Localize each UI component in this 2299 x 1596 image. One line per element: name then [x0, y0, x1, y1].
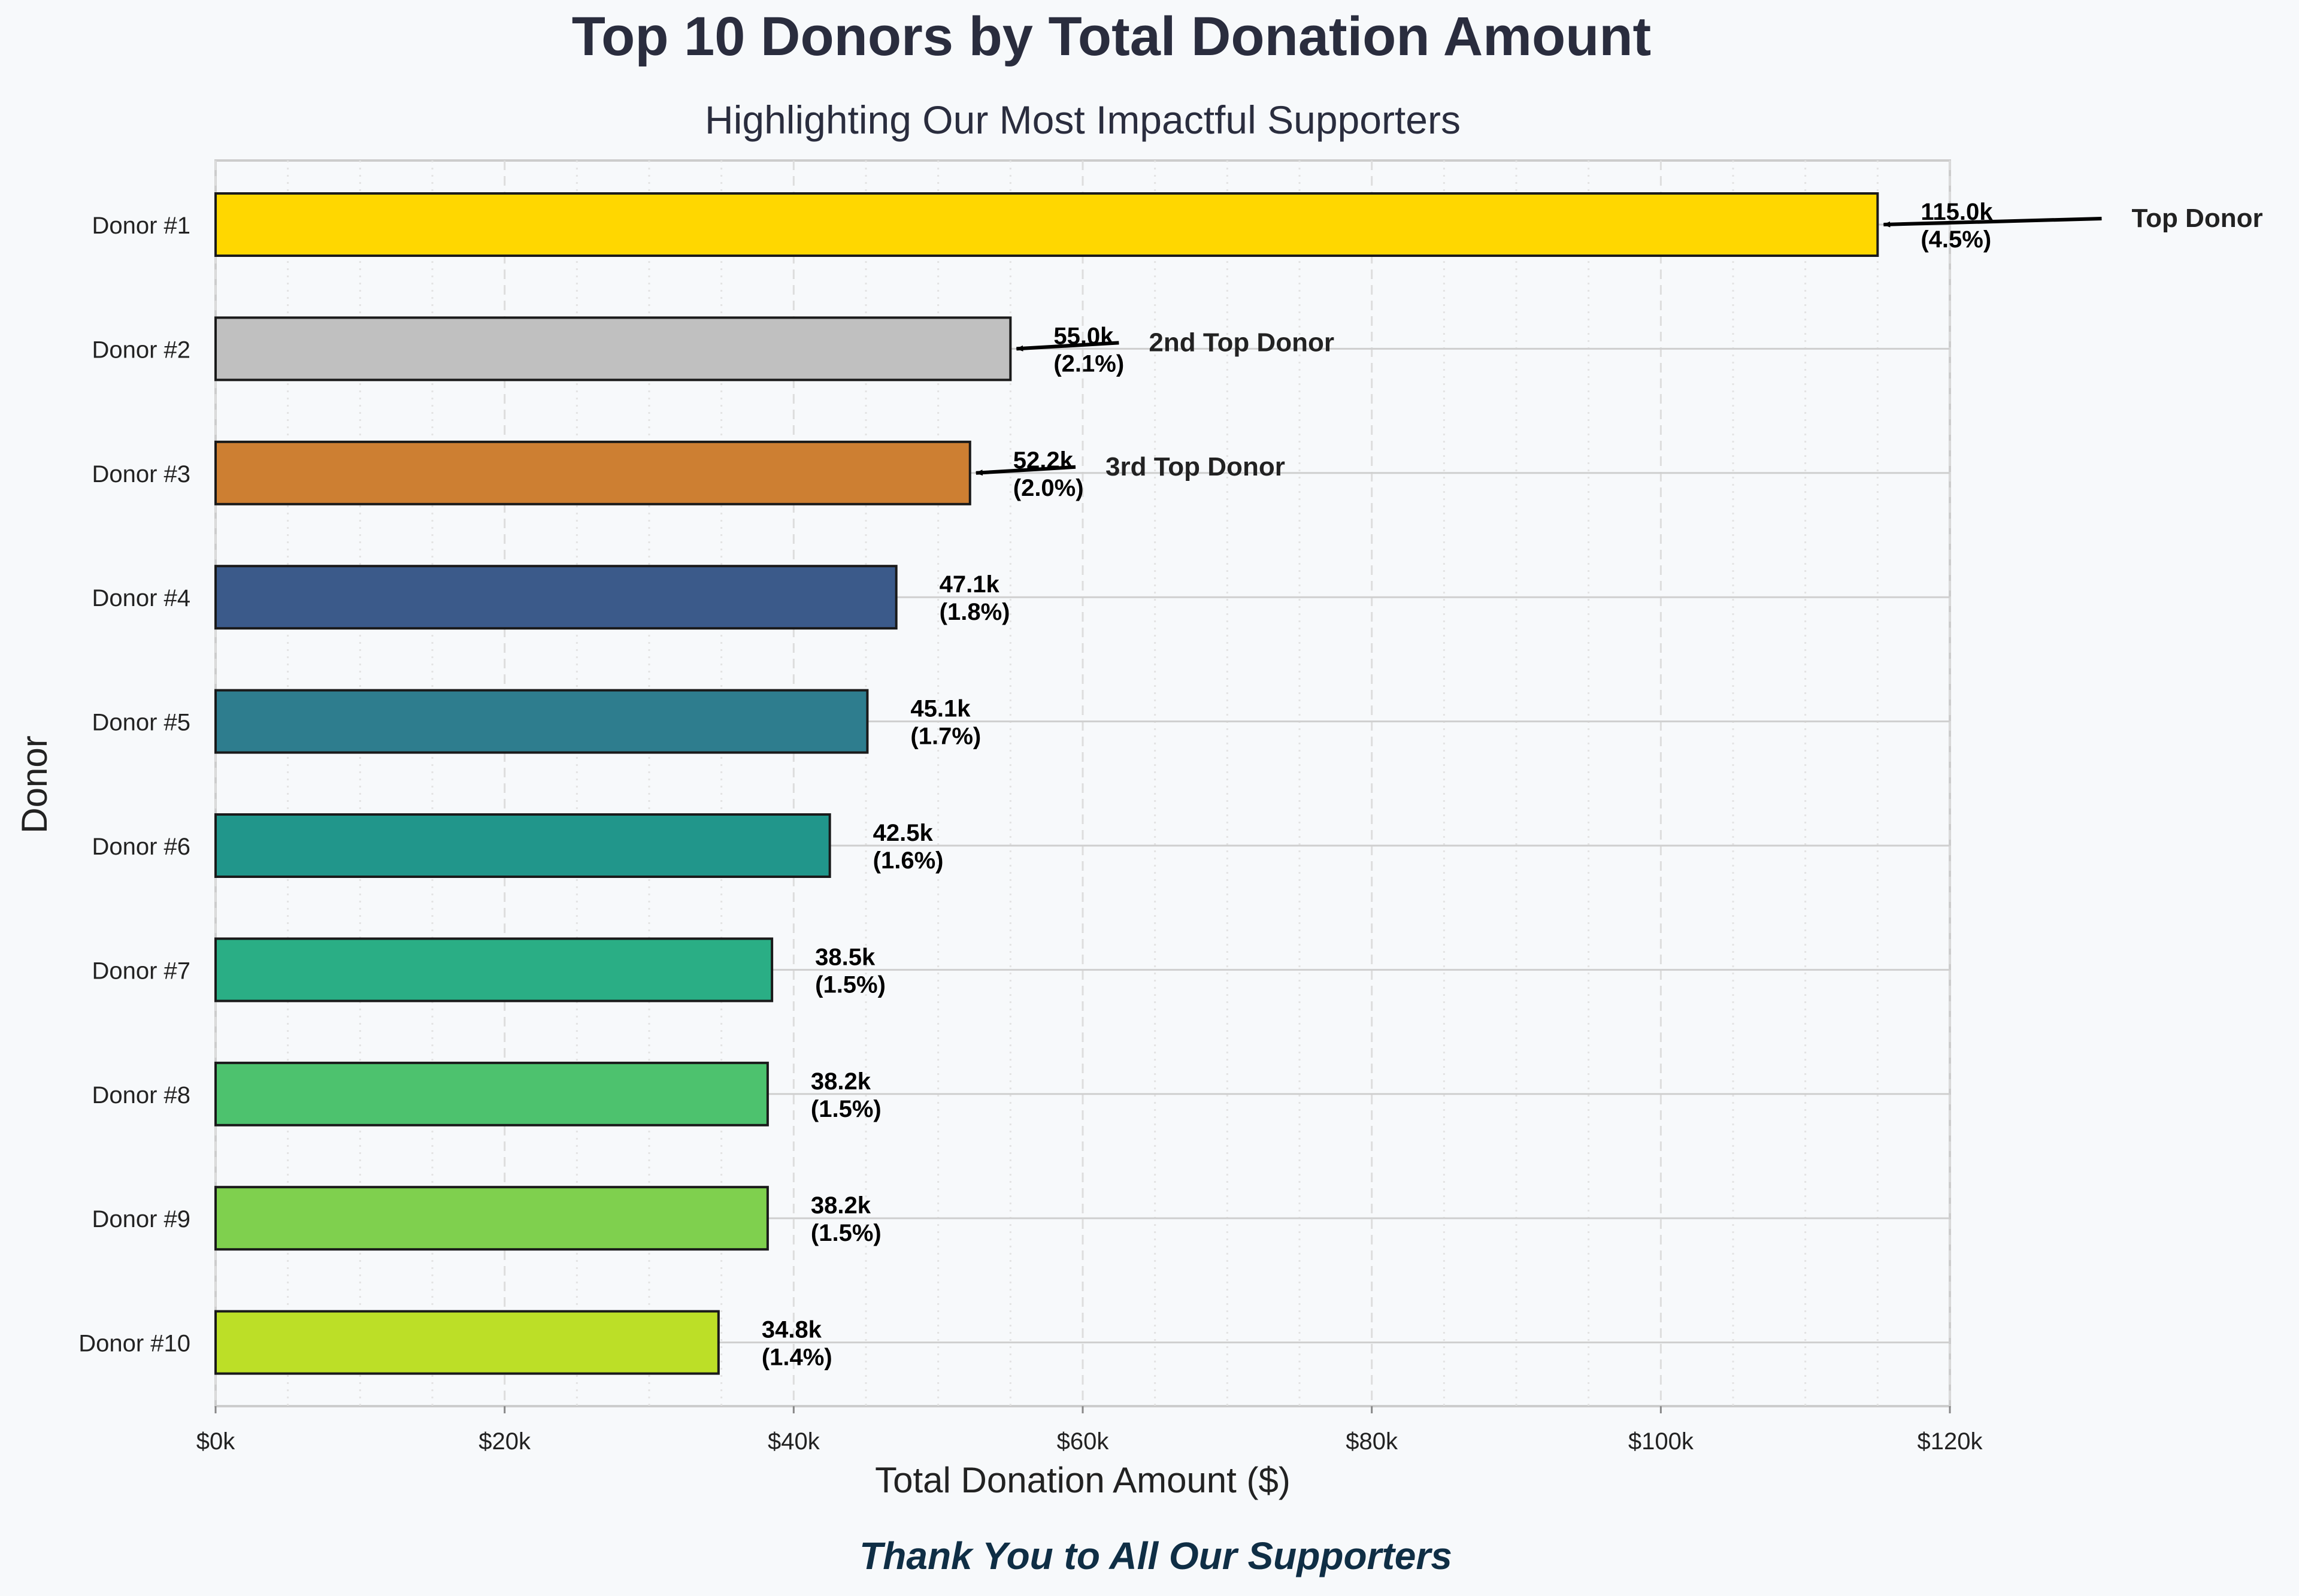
value-label: 34.8k: [762, 1317, 822, 1343]
bar-6: [214, 813, 831, 878]
annotation-arrow: [1016, 341, 1119, 352]
percent-label: (1.5%): [811, 1220, 882, 1246]
value-label: 47.1k: [940, 571, 1000, 598]
x-tick-label: $120k: [1918, 1428, 1983, 1455]
bar-8: [214, 1061, 769, 1126]
y-tick-label: Donor #8: [92, 1082, 190, 1109]
y-axis-label: Donor: [14, 735, 54, 833]
y-tick-label: Donor #6: [92, 834, 190, 860]
y-tick-label: Donor #3: [92, 461, 190, 487]
percent-label: (1.7%): [910, 723, 981, 750]
annotation-text: Top Donor: [2131, 204, 2262, 233]
annotation-arrow: [1883, 217, 2102, 228]
annotation-arrow: [975, 465, 1076, 476]
percent-label: (1.8%): [940, 599, 1010, 625]
percent-label: (1.5%): [811, 1096, 882, 1122]
x-tick-label: $0k: [196, 1428, 235, 1455]
y-tick-label: Donor #5: [92, 710, 190, 736]
bar-7: [214, 937, 774, 1003]
value-label: 42.5k: [873, 820, 934, 846]
annotations: Top Donor 2nd Top Donor 3rd Top Donor: [975, 204, 2263, 481]
value-label: 38.2k: [811, 1068, 871, 1095]
annotation-text: 3rd Top Donor: [1105, 452, 1285, 481]
y-tick-label: Donor #9: [92, 1206, 190, 1232]
percent-label: (2.1%): [1053, 350, 1124, 377]
x-tick-label: $100k: [1628, 1428, 1694, 1455]
value-labels: 115.0k(4.5%)55.0k(2.1%)52.2k(2.0%)47.1k(…: [762, 199, 1993, 1371]
y-tick-label: Donor #4: [92, 585, 190, 611]
percent-label: (4.5%): [1921, 226, 1991, 253]
bar-1: [214, 192, 1879, 257]
footer-text: Thank You to All Our Supporters: [859, 1534, 1452, 1577]
bar-9: [214, 1186, 769, 1251]
chart-title: Top 10 Donors by Total Donation Amount: [572, 6, 1651, 67]
percent-label: (2.0%): [1013, 475, 1084, 501]
y-tick-label: Donor #10: [78, 1331, 190, 1357]
value-label: 45.1k: [910, 696, 971, 722]
bar-5: [214, 689, 869, 754]
chart-subtitle: Highlighting Our Most Impactful Supporte…: [705, 98, 1461, 142]
y-tick-label: Donor #2: [92, 337, 190, 363]
bars: [214, 192, 1879, 1375]
value-label: 38.2k: [811, 1192, 871, 1219]
x-axis-label: Total Donation Amount ($): [875, 1460, 1291, 1500]
x-tick-label: $80k: [1346, 1428, 1398, 1455]
bar-3: [214, 440, 971, 505]
x-tick-label: $60k: [1057, 1428, 1110, 1455]
y-axis-ticks: Donor #1 Donor #2 Donor #3 Donor #4 Donor #5…: [78, 213, 190, 1357]
y-tick-label: Donor #1: [92, 213, 190, 239]
percent-label: (1.4%): [762, 1344, 832, 1371]
bar-2: [214, 316, 1012, 381]
annotation-text: 2nd Top Donor: [1149, 328, 1334, 357]
x-tick-label: $20k: [478, 1428, 531, 1455]
x-axis-ticks: $0k $20k $40k $60k $80k $100k $120k: [196, 1406, 1983, 1455]
y-tick-label: Donor #7: [92, 958, 190, 984]
percent-label: (1.6%): [873, 847, 944, 874]
percent-label: (1.5%): [815, 971, 886, 998]
bar-4: [214, 565, 898, 630]
value-label: 38.5k: [815, 944, 876, 970]
x-tick-label: $40k: [768, 1428, 820, 1455]
bar-10: [214, 1310, 720, 1375]
